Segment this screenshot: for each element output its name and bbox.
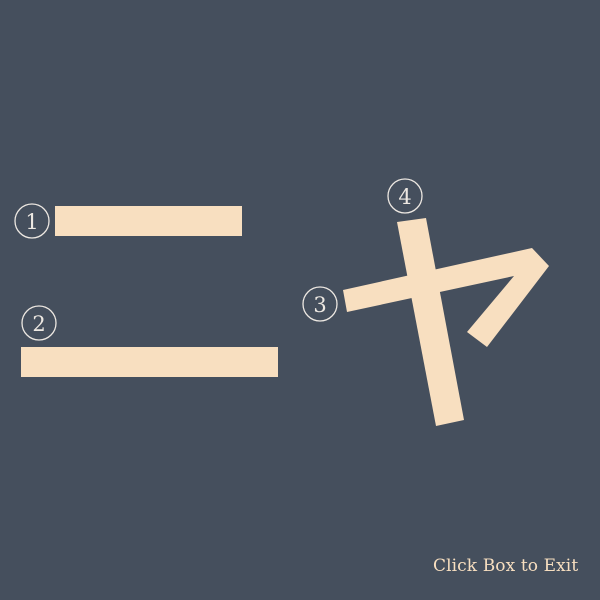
- stroke-4-marker-circle: [387, 178, 423, 214]
- stroke-3-marker-number: 3: [313, 293, 326, 317]
- stroke-1-marker-circle: [14, 203, 50, 239]
- stroke-4: 4: [387, 178, 464, 426]
- stroke-2-marker-number: 2: [32, 312, 45, 336]
- stroke-4-bar: [397, 218, 464, 426]
- stroke-3: 3: [302, 248, 549, 347]
- stroke-3-marker-circle: [302, 286, 338, 322]
- stroke-2-bar: [21, 347, 278, 377]
- stroke-1: 1: [14, 203, 242, 239]
- stroke-1-bar: [55, 206, 242, 236]
- stroke-2-marker-circle: [21, 305, 57, 341]
- stroke-3-bar: [343, 248, 549, 347]
- stroke-2: 2: [21, 305, 278, 377]
- exit-hint-text[interactable]: Click Box to Exit: [433, 556, 579, 576]
- stroke-1-marker-number: 1: [25, 210, 38, 234]
- stroke-4-marker-number: 4: [398, 185, 411, 209]
